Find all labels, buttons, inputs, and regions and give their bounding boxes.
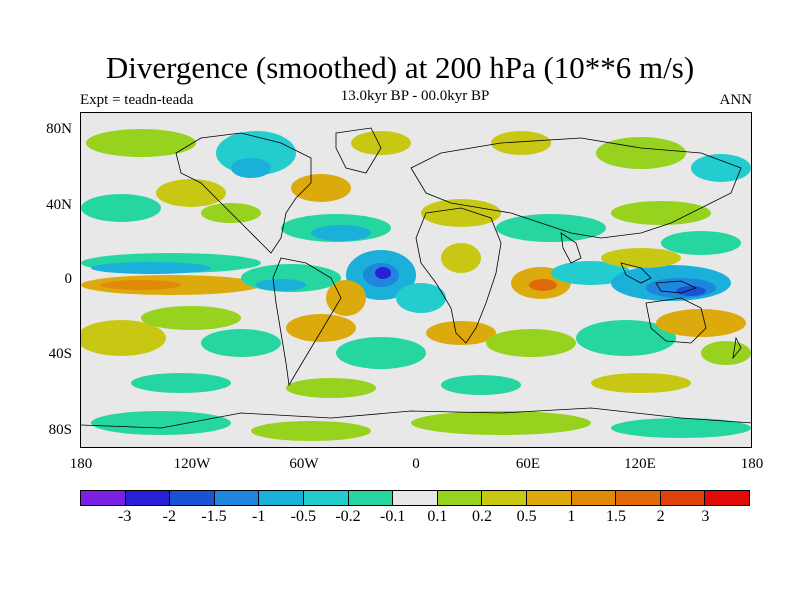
lon-label-0: 0 [412,456,420,472]
colorbar-label: 3 [701,508,710,525]
colorbar [80,490,750,506]
colorbar-box-5 [303,491,349,505]
colorbar-box-9 [482,491,527,505]
colorbar-label: 1 [567,508,576,525]
colorbar-box-3 [214,491,260,505]
map-subtitle: 13.0kyr BP - 00.0kyr BP [340,88,490,104]
colorbar-label: -0.2 [335,508,361,525]
colorbar-label: 0.1 [427,508,448,525]
lon-label-180-east: 180 [740,456,764,472]
lon-label-60w: 60W [289,456,319,472]
lon-label-180-west: 180 [69,456,93,472]
colorbar-box-6 [348,491,394,505]
colorbar-box-2 [170,491,215,505]
colorbar-box-13 [660,491,706,505]
map-panel [80,112,752,448]
colorbar-box-14 [705,491,749,505]
colorbar-label: -1 [251,508,266,525]
colorbar-box-12 [616,491,661,505]
colorbar-label: -3 [117,508,132,525]
colorbar-label: 0.2 [472,508,492,525]
lon-label-60e: 60E [515,456,541,472]
colorbar-box-0 [81,491,126,505]
colorbar-label: -0.1 [379,508,406,525]
lon-label-120e: 120E [624,456,656,472]
colorbar-box-4 [259,491,304,505]
divergence-field [81,129,751,441]
divergence-field-map [81,113,751,447]
lat-label-40n: 40N [46,197,72,213]
map-title: Divergence (smoothed) at 200 hPa (10**6 … [105,50,695,85]
coastlines [81,127,751,429]
season-label: ANN [719,92,753,108]
lat-label-0: 0 [64,271,73,287]
experiment-label: Expt = teadn-teada [80,92,194,108]
colorbar-label: 1.5 [606,508,626,525]
lon-label-120w: 120W [173,456,211,472]
lat-label-40s: 40S [48,346,72,362]
colorbar-label: -0.5 [290,508,316,525]
lat-label-80s: 80S [48,422,72,438]
colorbar-box-10 [526,491,572,505]
colorbar-label: 0.5 [516,508,537,525]
colorbar-box-8 [437,491,483,505]
colorbar-box-11 [571,491,617,505]
colorbar-box-7 [393,491,438,505]
colorbar-label: -1.5 [201,508,227,525]
colorbar-label: -2 [162,508,176,525]
colorbar-label: 2 [656,508,665,525]
colorbar-box-1 [125,491,171,505]
lat-label-80n: 80N [46,121,72,137]
